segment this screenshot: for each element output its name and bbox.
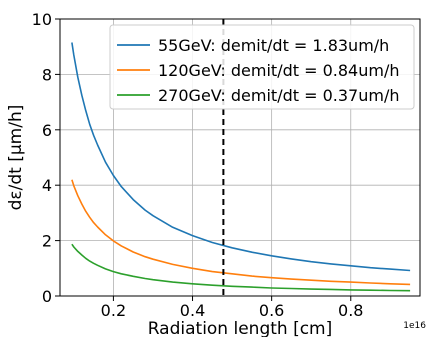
legend: 55GeV: demit/dt = 1.83um/h 120GeV: demit/… <box>109 24 415 110</box>
series-line-1 <box>71 42 411 272</box>
y-axis-label: dε/dt [μm/h] <box>6 105 26 211</box>
legend-label: 55GeV: demit/dt = 1.83um/h <box>158 36 389 55</box>
x-tick-label: 0.2 <box>101 301 126 320</box>
legend-label: 270GeV: demit/dt = 0.37um/h <box>158 86 399 105</box>
x-tick-label: 0.8 <box>338 301 363 320</box>
series-line-2 <box>71 179 411 286</box>
legend-box <box>109 24 415 110</box>
legend-label: 120GeV: demit/dt = 0.84um/h <box>158 61 399 80</box>
y-tick-label: 10 <box>32 10 52 29</box>
y-tick-label: 6 <box>42 121 52 140</box>
x-tick-label: 0.6 <box>259 301 284 320</box>
x-axis-label: Radiation length [cm] <box>148 319 333 337</box>
axis-ticks: 0.2 0.4 0.6 0.8 0 2 4 6 8 10 <box>32 10 364 320</box>
series-group <box>71 42 411 292</box>
y-tick-label: 0 <box>42 287 52 306</box>
x-tick-label: 0.4 <box>180 301 205 320</box>
series-line-3 <box>71 243 411 292</box>
y-tick-label: 8 <box>42 65 52 84</box>
y-tick-label: 4 <box>42 176 52 195</box>
plot-frame <box>59 18 421 297</box>
x-axis-offset-label: 1e16 <box>403 321 426 331</box>
y-tick-label: 2 <box>42 232 52 251</box>
